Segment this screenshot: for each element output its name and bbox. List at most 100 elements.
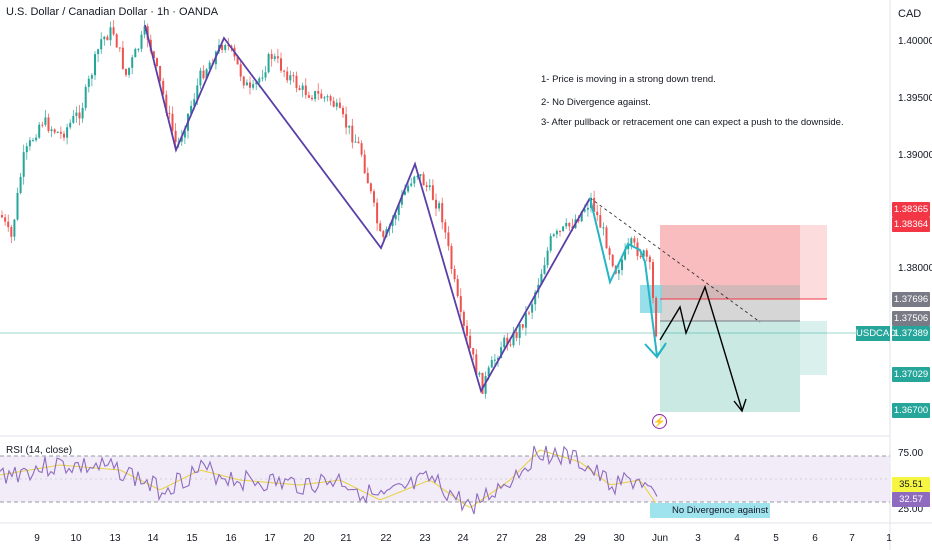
candle-body [276,56,279,59]
candle-body [97,49,100,55]
candle-body [261,77,264,79]
candle-body [255,82,258,85]
x-tick-label: 3 [695,533,701,544]
candle-body [323,97,326,99]
candle-body [224,45,227,50]
price-badge-stop: 1.38365 [892,202,930,217]
candle-body [475,354,478,375]
x-tick-label: 10 [70,533,82,544]
candle-body [72,115,75,123]
candle-body [84,86,87,108]
candle-body [174,130,177,143]
candle-body [484,376,487,394]
candle-body [69,122,72,128]
candle-body [301,85,304,90]
ticker-badge: USDCAD [856,326,897,341]
candle-body [599,215,602,228]
candle-body [78,112,81,119]
candle-body [140,34,143,49]
candle-body [500,347,503,359]
candle-body [165,94,168,113]
candle-body [419,174,422,176]
candle-body [221,45,224,50]
candle-body [66,127,69,138]
rsi-annotation[interactable]: No Divergence against [650,503,770,518]
candle-body [338,102,341,108]
candle-body [245,82,248,86]
x-tick-label: 4 [734,533,740,544]
x-tick-label: 14 [147,533,159,544]
candle-body [652,262,654,298]
candle-body [543,265,546,274]
candle-body [320,93,323,99]
x-tick-label: 9 [34,533,40,544]
candle-body [369,183,372,192]
price-badge-stop-2: 1.38364 [892,217,930,232]
candle-body [258,78,261,83]
x-tick-label: 7 [849,533,855,544]
projection-arrow [733,398,747,413]
candle-body [506,337,509,345]
candle-body [112,27,115,35]
candle-body [286,71,289,81]
candle-body [193,99,196,106]
candle-body [373,191,375,203]
candle-body [407,185,410,192]
price-badge-level: 1.37696 [892,292,930,307]
candle-body [180,137,183,142]
candle-body [348,125,351,128]
candle-body [304,85,307,96]
candle-body [115,34,118,48]
candle-body [143,26,146,35]
candle-body [103,36,106,40]
candle-body [593,197,596,212]
price-badge-target-2: 1.36700 [892,403,930,418]
x-tick-label: 6 [812,533,818,544]
candle-body [586,207,589,210]
time-axis[interactable]: 9 10 13 14 15 16 17 20 21 22 23 24 27 28 29 30 Jun 3 4 5 6 7 1 [34,533,892,544]
candle-body [25,146,28,153]
lightning-icon[interactable]: ⚡ [652,414,667,429]
candle-body [159,66,162,81]
note-2[interactable]: 2- No Divergence against. [541,97,651,108]
candle-body [565,222,568,227]
candle-body [379,223,382,232]
candle-body [512,332,515,346]
rsi-ma-badge: 35.51 [892,477,930,492]
rsi-line[interactable] [0,445,658,515]
y-tick-label: 1.39000 [898,150,932,161]
candle-body [109,27,112,41]
candle-body [131,57,134,68]
candle-body [90,75,93,79]
candle-body [28,140,31,147]
candle-body [571,226,574,229]
candle-body [162,80,165,95]
candle-body [152,51,155,59]
candle-body [528,312,530,314]
candle-body [171,113,174,131]
candle-body [227,45,230,47]
candle-body [326,96,329,98]
candle-body [289,75,292,81]
candle-body [307,95,310,98]
note-3[interactable]: 3- After pullback or retracement one can… [541,117,844,128]
projection-path[interactable] [659,284,743,411]
rsi-label[interactable]: RSI (14, close) [6,445,73,456]
zigzag-trend-line[interactable] [144,24,591,394]
candle-body [540,273,543,285]
candle-body [59,131,62,134]
note-1[interactable]: 1- Price is moving in a strong down tren… [541,74,716,85]
price-badge-target-1: 1.37029 [892,367,930,382]
candle-body [125,68,127,75]
candle-body [397,204,400,215]
candle-body [534,292,537,305]
candle-body [447,232,450,247]
candle-body [354,141,357,143]
candle-body [444,222,447,233]
candle-body [118,47,121,49]
candle-body [22,152,25,177]
candle-body [249,82,251,88]
target-zone[interactable] [660,321,800,412]
dashed-trendline[interactable] [589,197,761,323]
